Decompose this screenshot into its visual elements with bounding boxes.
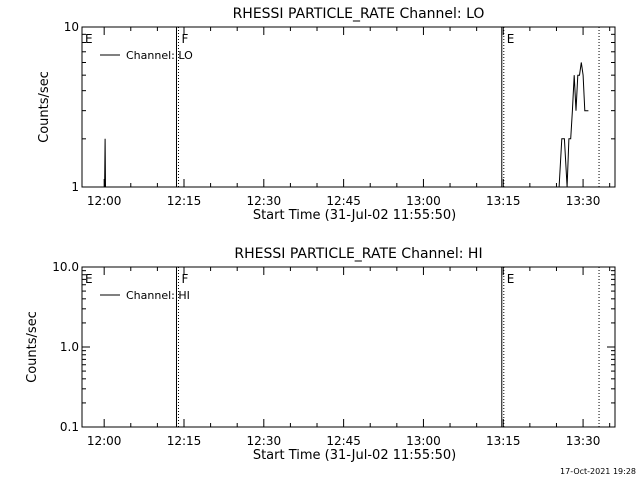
x-tick-label: 12:30: [247, 194, 282, 208]
x-tick-label: 12:45: [326, 434, 361, 448]
y-axis-label: Counts/sec: [37, 71, 52, 143]
event-marker-label: F: [181, 272, 188, 286]
y-tick-label: 1: [71, 180, 79, 194]
y-tick-label: 1.0: [60, 340, 79, 354]
x-tick-label: 12:15: [167, 434, 202, 448]
event-marker-label: E: [85, 32, 93, 46]
y-tick-label: 10.0: [52, 260, 79, 274]
legend-entry: Channel: HI: [126, 289, 190, 302]
x-tick-label: 13:15: [486, 434, 521, 448]
y-tick-label: 0.1: [60, 420, 79, 434]
footer-date: 17-Oct-2021 19:28: [560, 467, 636, 476]
event-marker-label: F: [181, 32, 188, 46]
x-axis-label: Start Time (31-Jul-02 11:55:50): [253, 208, 456, 223]
event-marker-label: E: [85, 272, 93, 286]
x-tick-label: 12:30: [247, 434, 282, 448]
x-tick-label: 13:30: [566, 194, 601, 208]
x-tick-label: 12:00: [87, 434, 122, 448]
x-tick-label: 13:30: [566, 434, 601, 448]
y-tick-label: 10: [64, 20, 79, 34]
x-tick-label: 12:00: [87, 194, 122, 208]
x-axis-label: Start Time (31-Jul-02 11:55:50): [253, 448, 456, 463]
panel-2: RHESSI PARTICLE_RATE Channel: HI 0.1 1.0 10…: [25, 246, 616, 463]
series-line: [102, 138, 106, 188]
plot-frame: [81, 26, 616, 188]
x-tick-label: 13:00: [406, 434, 441, 448]
chart-title: RHESSI PARTICLE_RATE Channel: HI: [234, 246, 482, 262]
x-tick-label: 12:15: [167, 194, 202, 208]
event-marker-label: E: [507, 32, 515, 46]
chart-title: RHESSI PARTICLE_RATE Channel: LO: [233, 6, 485, 22]
legend-entry: Channel: LO: [126, 49, 193, 62]
x-tick-label: 13:15: [486, 194, 521, 208]
x-tick-label: 12:45: [326, 194, 361, 208]
series-line: [558, 62, 589, 188]
x-tick-label: 13:00: [406, 194, 441, 208]
y-axis-label: Counts/sec: [25, 311, 40, 383]
panel-1: RHESSI PARTICLE_RATE Channel: LO 1 10 12:00…: [37, 6, 616, 223]
event-marker-label: E: [507, 272, 515, 286]
